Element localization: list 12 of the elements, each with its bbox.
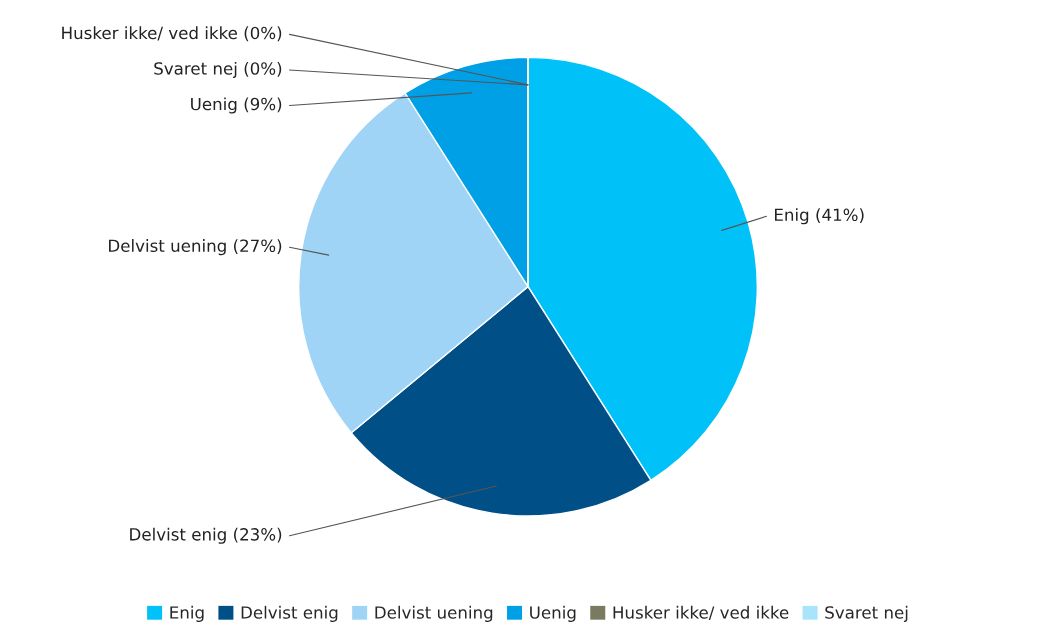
legend-label: Delvist enig (241, 605, 338, 622)
data-label: Delvist enig (23%) (130, 527, 282, 544)
text: Husker ikke/ ved ikke (0%) (62, 26, 282, 42)
legend-label: Husker ikke/ ved ikke (613, 605, 789, 621)
legend-label: Enig (170, 605, 204, 622)
data-label: Uenig (9%) (191, 97, 282, 114)
legend-label: Uenig (530, 605, 576, 622)
data-label: Enig (41%) (775, 208, 864, 225)
legend-label: Svaret nej (825, 605, 908, 622)
text: Svaret nej (0%) (154, 61, 282, 79)
data-label: Delvist uening (27%) (109, 239, 282, 256)
legend-label: Delvist uening (375, 605, 493, 622)
